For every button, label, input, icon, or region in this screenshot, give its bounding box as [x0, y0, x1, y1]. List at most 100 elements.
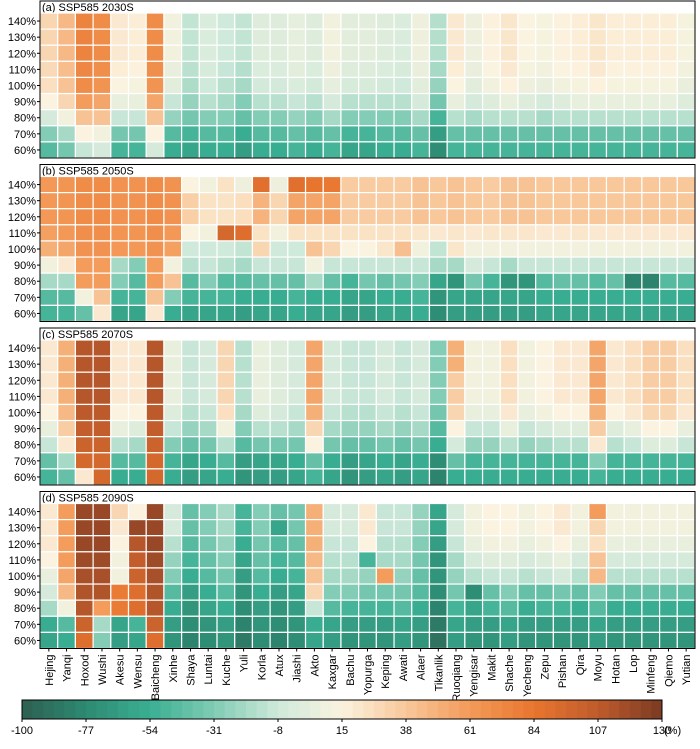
x-tick-label: Minfeng [646, 655, 658, 694]
heatmap-cell [641, 551, 661, 569]
heatmap-cell [163, 631, 183, 650]
heatmap-cell [198, 371, 218, 389]
heatmap-cell [251, 192, 271, 210]
heatmap-cell [57, 304, 77, 323]
heatmap-cell [269, 44, 289, 62]
heatmap-cell [464, 468, 484, 486]
heatmap-cell [393, 615, 413, 633]
heatmap-cell [234, 519, 254, 537]
heatmap-cell [251, 519, 271, 537]
heatmap-cell [127, 224, 147, 242]
heatmap-cell [251, 12, 271, 30]
heatmap-cell [464, 304, 484, 323]
heatmap-cell [163, 502, 183, 521]
heatmap-cell [552, 109, 572, 127]
heatmap-cell [499, 12, 519, 30]
heatmap-cell [588, 419, 608, 438]
heatmap-cell [340, 44, 360, 62]
heatmap-cell [605, 519, 625, 537]
heatmap-cell [428, 256, 448, 274]
heatmap-cell [623, 92, 643, 111]
y-tick-label: 60% [14, 635, 36, 647]
heatmap-cell [499, 192, 519, 210]
heatmap-cell [499, 355, 519, 373]
heatmap-cell [411, 256, 431, 274]
heatmap-cell [411, 12, 431, 30]
heatmap-cell [57, 403, 77, 422]
heatmap-cell [411, 468, 431, 486]
heatmap-cell [251, 371, 271, 389]
heatmap-cell [358, 109, 377, 127]
heatmap-cell [658, 355, 678, 373]
y-tick-label: 100% [8, 408, 36, 420]
heatmap-cell [234, 76, 254, 95]
heatmap-cell [340, 256, 360, 274]
heatmap-cell [181, 240, 200, 258]
heatmap-cell [464, 535, 484, 553]
heatmap-cell [552, 519, 572, 537]
heatmap-cell [658, 175, 678, 194]
heatmap-cell [322, 288, 342, 306]
heatmap-cell [658, 535, 678, 553]
heatmap-cell [358, 355, 377, 373]
heatmap-cell [605, 599, 625, 617]
heatmap-cell [74, 519, 94, 537]
heatmap-cell [517, 175, 537, 194]
heatmap-cell [163, 436, 183, 454]
heatmap-cell [234, 28, 254, 46]
colorbar-segment [320, 700, 332, 719]
heatmap-cell [641, 339, 661, 357]
heatmap-cell [57, 44, 77, 62]
heatmap-cell [57, 502, 77, 521]
heatmap-cell [535, 272, 554, 290]
heatmap-cell [552, 535, 572, 553]
heatmap-cell [287, 44, 307, 62]
heatmap-cell [57, 583, 77, 601]
heatmap-cell [658, 419, 678, 438]
heatmap-cell [216, 387, 236, 406]
heatmap-cell [623, 599, 643, 617]
heatmap-cell [641, 141, 661, 159]
heatmap-cell [623, 60, 643, 79]
heatmap-cell [411, 192, 431, 210]
heatmap-cell [269, 92, 289, 111]
heatmap-cell [304, 92, 324, 111]
heatmap-cell [269, 208, 289, 226]
heatmap-cell [375, 551, 395, 569]
heatmap-cell [251, 28, 271, 46]
heatmap-cell [676, 535, 696, 553]
heatmap-cell [340, 615, 360, 633]
heatmap-cell [216, 192, 236, 210]
heatmap-cell [464, 551, 484, 569]
heatmap-cell [588, 76, 608, 95]
colorbar-tick-label: -100 [11, 725, 33, 737]
heatmap-cell [623, 615, 643, 633]
heatmap-cell [375, 355, 395, 373]
heatmap-cell [287, 551, 307, 569]
heatmap-cell [535, 419, 554, 438]
heatmap-cell [393, 452, 413, 470]
heatmap-cell [358, 436, 377, 454]
heatmap-cell [499, 125, 519, 143]
heatmap-cell [358, 256, 377, 274]
heatmap-cell [163, 12, 183, 30]
colorbar-tick-label: 107 [589, 725, 607, 737]
heatmap-cell [623, 141, 643, 159]
heatmap-cell [181, 192, 200, 210]
heatmap-cell [428, 240, 448, 258]
heatmap-cell [304, 567, 324, 585]
heatmap-cell [517, 304, 537, 323]
heatmap-cell [287, 12, 307, 30]
colorbar-segment [171, 700, 183, 719]
heatmap-cell [57, 599, 77, 617]
colorbar: -100 -77 -54 -31 -8 15 38 61 84 107 130(%) [11, 699, 681, 737]
heatmap-cell [39, 12, 59, 30]
heatmap-cell [57, 28, 77, 46]
heatmap-cell [198, 208, 218, 226]
heatmap-cell [481, 304, 501, 323]
heatmap-cell [676, 599, 696, 617]
heatmap-cell [446, 631, 466, 650]
heatmap-cell [198, 567, 218, 585]
heatmap-cell [251, 436, 271, 454]
heatmap-cell [181, 224, 200, 242]
